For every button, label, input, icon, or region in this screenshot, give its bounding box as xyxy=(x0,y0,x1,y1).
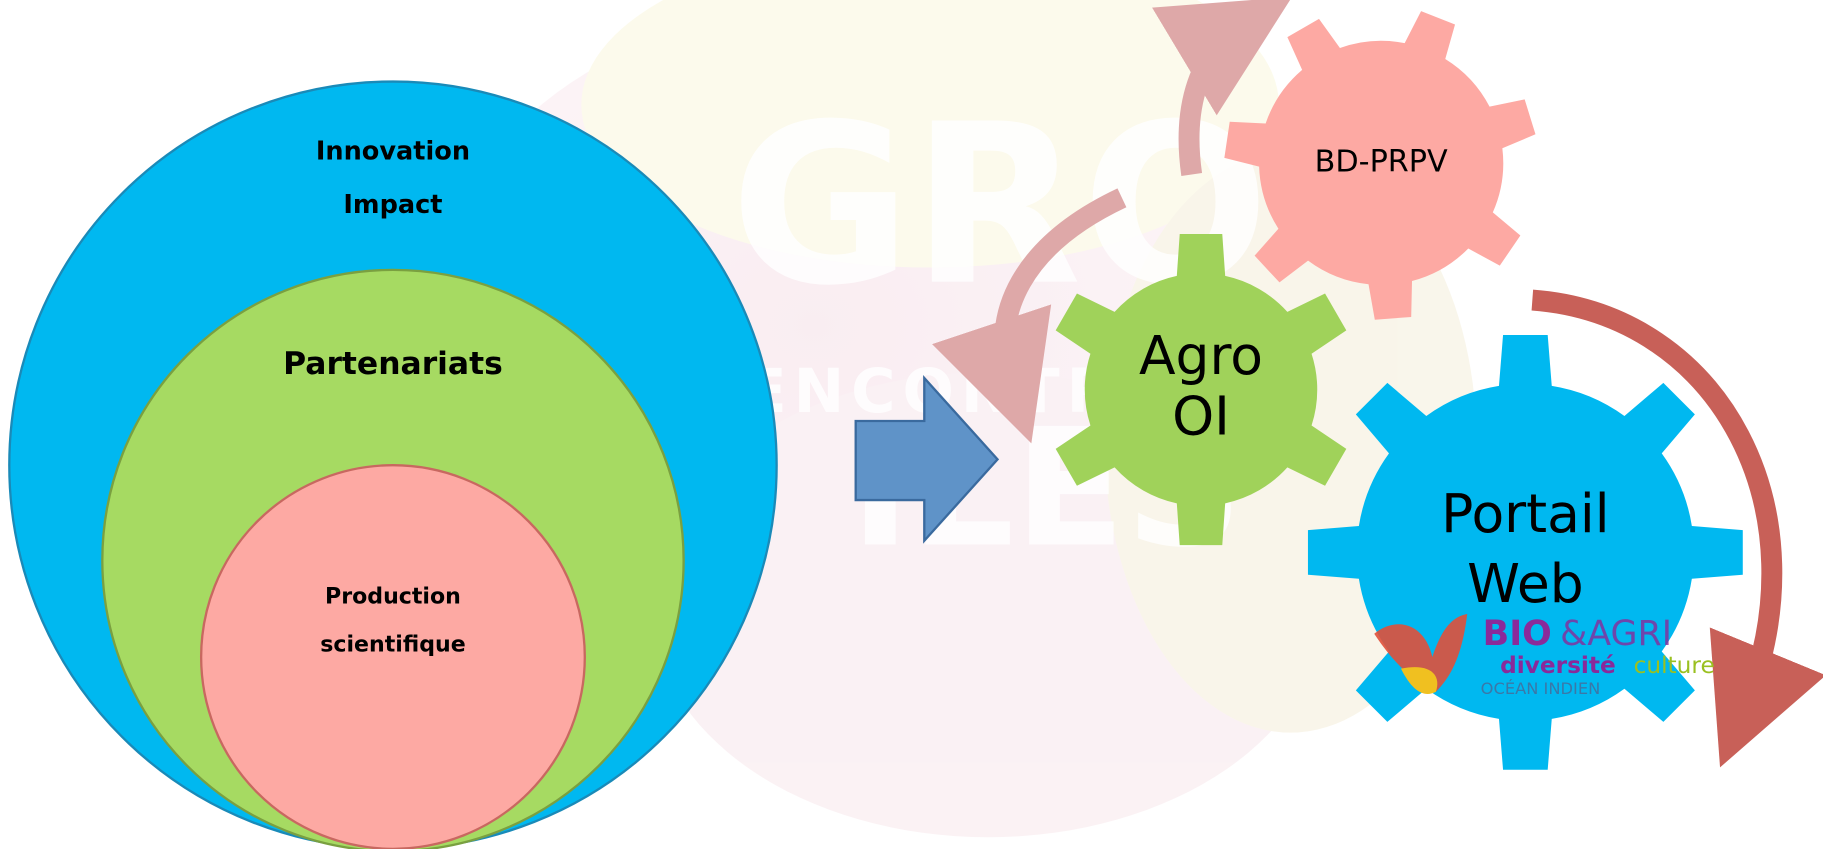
gear-label: Agro xyxy=(1139,324,1263,387)
logo-text: &AGRI xyxy=(1560,614,1672,654)
gear-label: BD-PRPV xyxy=(1315,144,1448,179)
gear-label: Portail xyxy=(1441,482,1609,545)
gear-label: OI xyxy=(1172,384,1230,447)
logo-text: BIO xyxy=(1483,614,1552,654)
circle-label: Innovation xyxy=(316,136,470,166)
circle-label: Production xyxy=(325,585,461,610)
circle-label: Partenariats xyxy=(283,346,503,382)
gear-label: Web xyxy=(1467,552,1584,615)
logo-text: culture xyxy=(1634,652,1715,679)
logo-text: OCÉAN INDIEN xyxy=(1481,679,1601,698)
circle-label: Impact xyxy=(343,190,442,220)
logo-text: diversité xyxy=(1500,652,1616,679)
page: GRO RENCONTRE ILES Innovation Impact Par… xyxy=(0,0,1823,849)
circle-label: scientifique xyxy=(320,632,465,657)
nested-circles: Innovation Impact Partenariats Productio… xyxy=(9,82,776,849)
diagram: GRO RENCONTRE ILES Innovation Impact Par… xyxy=(0,0,1823,849)
